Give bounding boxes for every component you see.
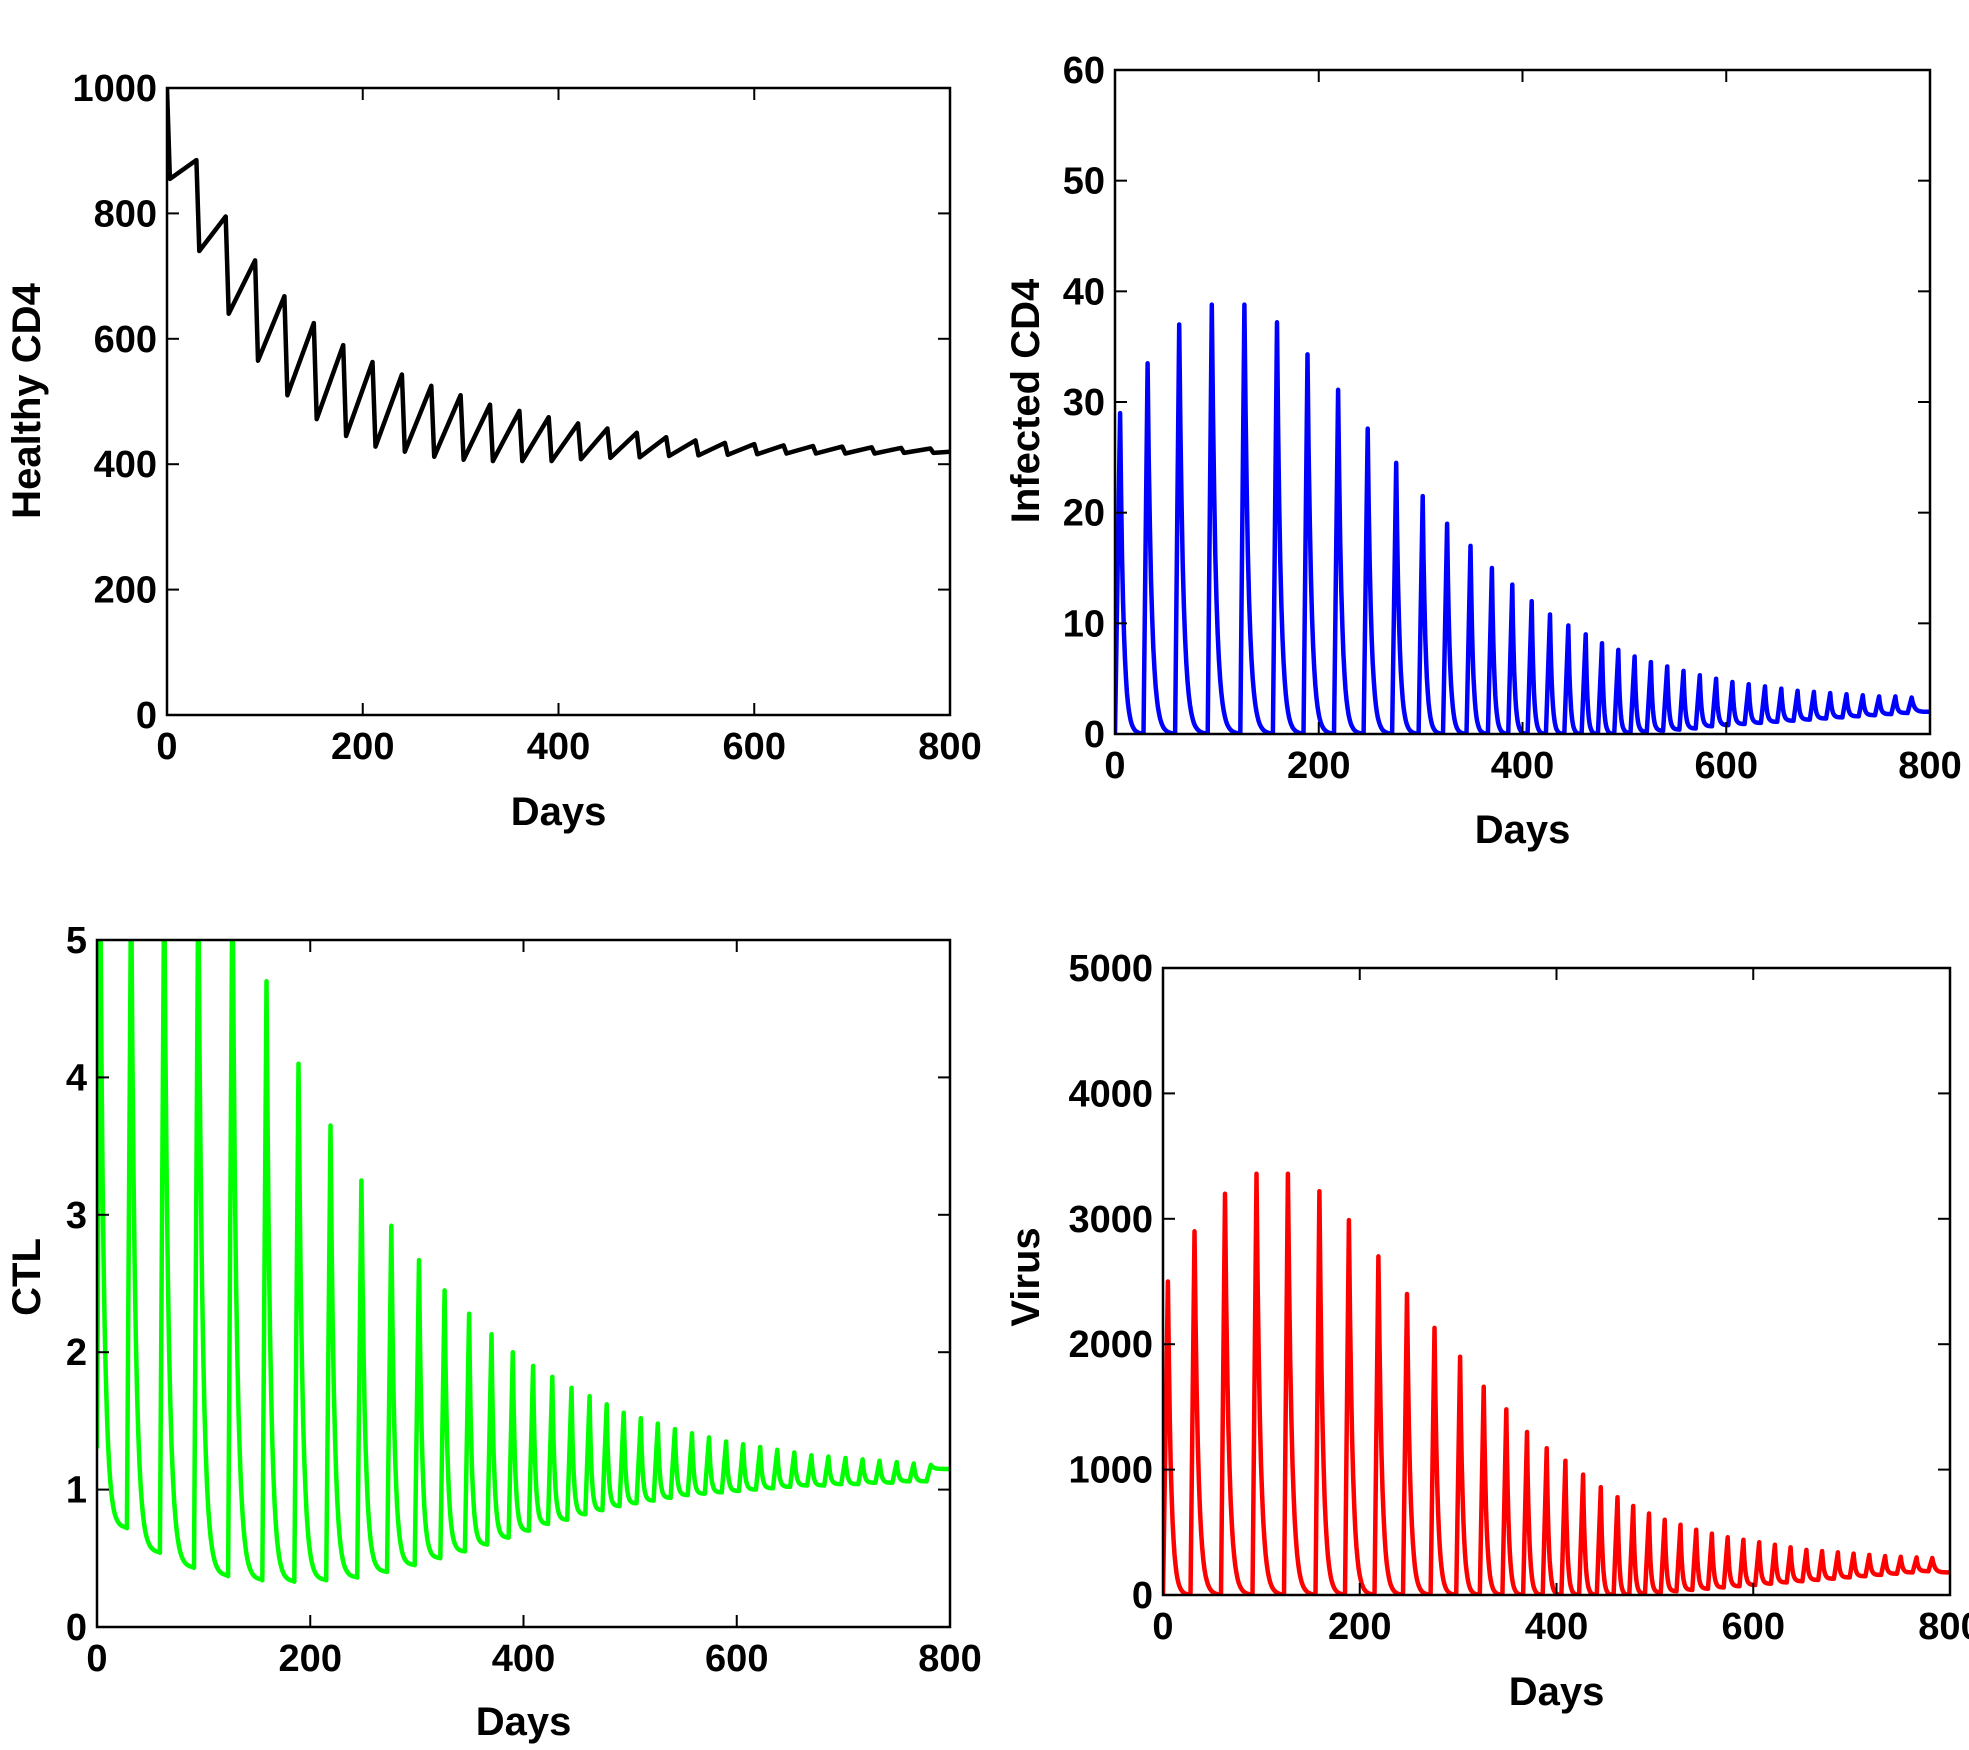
plot-frame	[1113, 68, 1932, 736]
y-tick-label: 0	[1084, 714, 1105, 756]
x-tick-label: 800	[918, 726, 981, 768]
x-tick-label: 600	[1695, 745, 1758, 787]
x-axis-label: Days	[511, 790, 607, 834]
x-tick-label: 400	[1525, 1606, 1588, 1648]
y-tick-label: 400	[94, 444, 157, 486]
series-line-1-0	[1115, 302, 1930, 734]
series-line-2-0	[97, 940, 950, 1584]
x-tick-label: 400	[527, 726, 590, 768]
y-tick-label: 20	[1063, 493, 1105, 535]
x-tick-label: 800	[918, 1638, 981, 1680]
y-tick-label: 4	[66, 1057, 87, 1099]
y-tick-label: 1	[66, 1470, 87, 1512]
y-tick-label: 60	[1063, 50, 1105, 92]
x-tick-label: 800	[1898, 745, 1961, 787]
y-tick-label: 30	[1063, 382, 1105, 424]
y-tick-label: 600	[94, 319, 157, 361]
x-tick-label: 800	[1918, 1606, 1969, 1648]
y-axis-label: Infected CD4	[1004, 278, 1048, 523]
chart-1: 0 200 400 600 800 0 10 20 30 40 50 60 Days Infected C…	[1004, 50, 1962, 852]
y-tick-label: 3	[66, 1195, 87, 1237]
x-axis-label: Days	[1475, 808, 1571, 852]
x-tick-label: 200	[1287, 745, 1350, 787]
y-tick-label: 4000	[1068, 1073, 1153, 1115]
y-axis-label: Healthy CD4	[5, 282, 49, 518]
y-tick-label: 5000	[1068, 948, 1153, 990]
y-axis-label: CTL	[5, 1238, 49, 1316]
x-tick-label: 200	[1328, 1606, 1391, 1648]
x-tick-label: 600	[705, 1638, 768, 1680]
y-tick-label: 0	[136, 695, 157, 737]
x-tick-label: 200	[279, 1638, 342, 1680]
y-tick-label: 2000	[1068, 1324, 1153, 1366]
y-tick-label: 3000	[1068, 1199, 1153, 1241]
y-tick-label: 800	[94, 193, 157, 235]
y-tick-label: 2	[66, 1332, 87, 1374]
x-tick-label: 400	[1491, 745, 1554, 787]
x-tick-label: 200	[331, 726, 394, 768]
plot-frame	[95, 938, 952, 1629]
x-tick-label: 400	[492, 1638, 555, 1680]
x-tick-label: 0	[156, 726, 177, 768]
y-tick-label: 5	[66, 920, 87, 962]
y-tick-label: 0	[66, 1607, 87, 1649]
chart-3: 0 200 400 600 800 0 1000 2000 3000 4000 5000 Days Vi…	[1004, 948, 1969, 1714]
x-tick-label: 600	[1722, 1606, 1785, 1648]
y-tick-label: 1000	[72, 68, 157, 110]
series-line-3-0	[1163, 1171, 1950, 1595]
plot-frame	[1161, 966, 1952, 1597]
x-axis-label: Days	[476, 1700, 572, 1744]
chart-2: 0 200 400 600 800 0 1 2 3 4 5 Days CTL	[5, 920, 982, 1744]
plot-frame	[165, 86, 952, 717]
y-tick-label: 50	[1063, 161, 1105, 203]
x-tick-label: 600	[723, 726, 786, 768]
y-tick-label: 200	[94, 570, 157, 612]
chart-0: 0 200 400 600 800 0 200 400 600 800 1000 Days Health…	[5, 68, 982, 834]
x-tick-label: 0	[1104, 745, 1125, 787]
series-line-0-0	[167, 88, 950, 464]
y-tick-label: 10	[1063, 603, 1105, 645]
x-tick-label: 0	[86, 1638, 107, 1680]
y-axis-label: Virus	[1004, 1227, 1048, 1326]
y-tick-label: 1000	[1068, 1450, 1153, 1492]
y-tick-label: 40	[1063, 271, 1105, 313]
x-axis-label: Days	[1509, 1670, 1605, 1714]
y-tick-label: 0	[1132, 1575, 1153, 1617]
x-tick-label: 0	[1152, 1606, 1173, 1648]
